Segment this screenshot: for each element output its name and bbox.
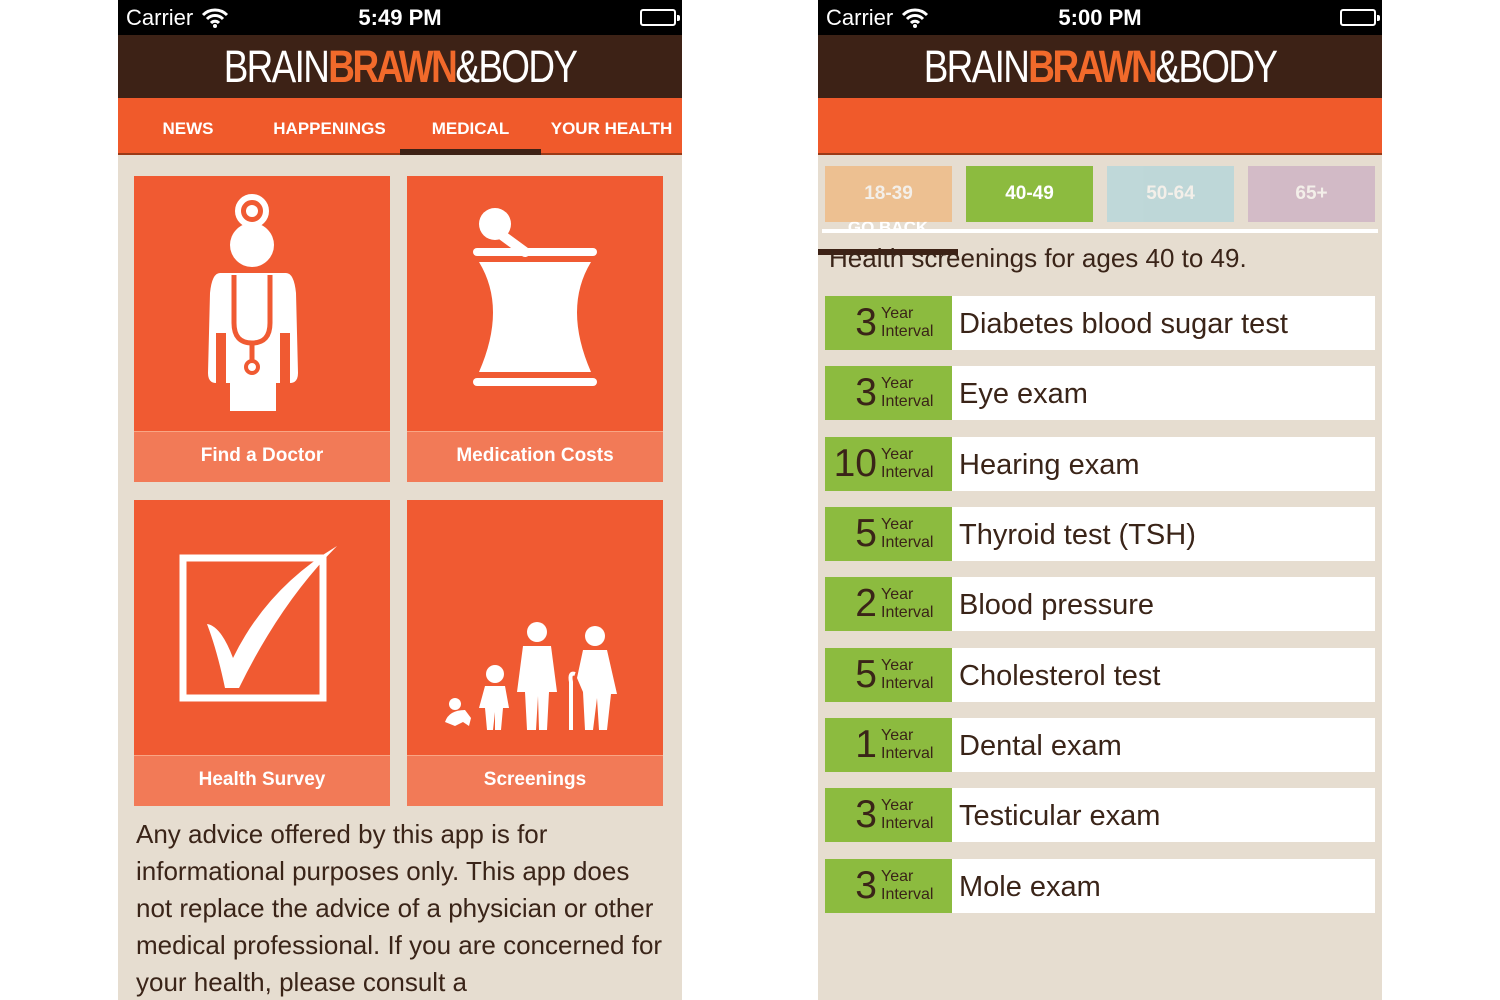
interval-unit-year: Year: [881, 446, 914, 463]
age-tab-18-39[interactable]: 18-39: [825, 166, 952, 222]
interval-years: 3: [855, 864, 877, 907]
screening-row[interactable]: 5 Year Interval Cholesterol test: [825, 648, 1375, 702]
screening-name: Eye exam: [959, 378, 1088, 410]
phone-screen-screenings: Carrier 5:00 PM BRAINBRAWN&BODY GO BACK …: [818, 0, 1382, 1000]
screening-name: Mole exam: [959, 871, 1101, 903]
tab-your-health[interactable]: YOUR HEALTH: [550, 119, 673, 138]
interval-unit-year: Year: [881, 516, 914, 533]
screening-row[interactable]: 5 Year Interval Thyroid test (TSH): [825, 507, 1375, 561]
screening-name: Cholesterol test: [959, 660, 1161, 692]
interval-badge: 3 Year Interval: [825, 788, 952, 842]
tile-label: Find a Doctor: [134, 431, 390, 482]
interval-years: 3: [855, 793, 877, 836]
sub-nav: GO BACK: [818, 98, 1382, 255]
family-ages-icon: [445, 622, 617, 730]
screening-row[interactable]: 2 Year Interval Blood pressure: [825, 577, 1375, 631]
interval-badge: 10 Year Interval: [825, 437, 952, 491]
doctor-icon: [208, 194, 298, 411]
screenings-title: Health screenings for ages 40 to 49.: [829, 243, 1247, 273]
interval-years: 3: [855, 301, 877, 344]
age-tab-40-49[interactable]: 40-49: [966, 166, 1093, 222]
interval-unit-label: Interval: [881, 886, 934, 903]
carrier-label: Carrier: [126, 5, 194, 30]
status-bar: Carrier 5:00 PM: [818, 0, 1382, 35]
screening-name: Blood pressure: [959, 589, 1155, 621]
interval-unit-label: Interval: [881, 745, 934, 762]
interval-years: 3: [855, 371, 877, 414]
phone-screen-medical: Carrier 5:49 PM BRAINBRAWN&BODY NEWS HAP…: [118, 0, 682, 1000]
tab-happenings[interactable]: HAPPENINGS: [273, 119, 386, 138]
tile-label: Screenings: [407, 755, 663, 806]
interval-years: 1: [855, 723, 877, 766]
age-tab-50-64[interactable]: 50-64: [1107, 166, 1234, 222]
age-tab-65-plus[interactable]: 65+: [1248, 166, 1375, 222]
screening-name: Dental exam: [959, 730, 1122, 762]
interval-unit-year: Year: [881, 727, 914, 744]
app-logo: BRAINBRAWN&BODY: [923, 40, 1278, 92]
interval-unit-label: Interval: [881, 464, 934, 481]
interval-badge: 5 Year Interval: [825, 507, 952, 561]
carrier: Carrier: [826, 5, 929, 31]
interval-unit-label: Interval: [881, 604, 934, 621]
interval-unit-year: Year: [881, 657, 914, 674]
interval-unit-label: Interval: [881, 534, 934, 551]
battery-icon: [640, 9, 680, 26]
tab-medical[interactable]: MEDICAL: [400, 98, 541, 155]
medication-costs-tile[interactable]: Medication Costs: [407, 176, 663, 482]
carrier-label: Carrier: [826, 5, 894, 30]
interval-unit-label: Interval: [881, 393, 934, 410]
screening-name: Hearing exam: [959, 449, 1140, 481]
age-range-tabs: 18-39 40-49 50-64 65+: [825, 166, 1375, 222]
screenings-tile[interactable]: Screenings: [407, 500, 663, 806]
interval-unit-label: Interval: [881, 323, 934, 340]
screening-row[interactable]: 3 Year Interval Testicular exam: [825, 788, 1375, 842]
interval-badge: 3 Year Interval: [825, 296, 952, 350]
tile-label: Health Survey: [134, 755, 390, 806]
interval-unit-year: Year: [881, 868, 914, 885]
screening-row[interactable]: 3 Year Interval Eye exam: [825, 366, 1375, 420]
screening-row[interactable]: 10 Year Interval Hearing exam: [825, 437, 1375, 491]
carrier: Carrier: [126, 5, 229, 31]
app-header: BRAINBRAWN&BODY: [818, 35, 1382, 98]
interval-badge: 3 Year Interval: [825, 366, 952, 420]
interval-unit-year: Year: [881, 305, 914, 322]
tile-label: Medication Costs: [407, 431, 663, 482]
battery-icon: [1340, 9, 1380, 26]
interval-unit-year: Year: [881, 375, 914, 392]
screening-name: Testicular exam: [959, 800, 1161, 832]
screening-row[interactable]: 3 Year Interval Diabetes blood sugar test: [825, 296, 1375, 350]
mortar-pestle-icon: [473, 208, 597, 386]
status-bar: Carrier 5:49 PM: [118, 0, 682, 35]
health-survey-tile[interactable]: Health Survey: [134, 500, 390, 806]
interval-badge: 5 Year Interval: [825, 648, 952, 702]
checkbox-icon: [179, 546, 337, 702]
interval-years: 2: [855, 582, 877, 625]
screening-row[interactable]: 3 Year Interval Mole exam: [825, 859, 1375, 913]
tab-news[interactable]: NEWS: [162, 119, 214, 138]
main-nav: NEWS HAPPENINGS MEDICAL YOUR HEALTH: [118, 98, 682, 155]
divider: [822, 229, 1378, 233]
interval-years: 5: [855, 512, 877, 555]
interval-badge: 1 Year Interval: [825, 718, 952, 772]
interval-unit-year: Year: [881, 586, 914, 603]
disclaimer-text: Any advice offered by this app is for in…: [136, 819, 663, 997]
status-time: 5:49 PM: [358, 5, 442, 30]
interval-years: 5: [855, 653, 877, 696]
interval-unit-year: Year: [881, 797, 914, 814]
interval-badge: 3 Year Interval: [825, 859, 952, 913]
wifi-icon: [202, 8, 229, 28]
interval-unit-label: Interval: [881, 815, 934, 832]
screening-name: Diabetes blood sugar test: [959, 308, 1288, 340]
wifi-icon: [902, 8, 929, 28]
interval-unit-label: Interval: [881, 675, 934, 692]
screening-row[interactable]: 1 Year Interval Dental exam: [825, 718, 1375, 772]
app-logo: BRAINBRAWN&BODY: [223, 40, 578, 92]
app-header: BRAINBRAWN&BODY: [118, 35, 682, 98]
screening-name: Thyroid test (TSH): [959, 519, 1196, 551]
interval-years: 10: [833, 442, 877, 485]
interval-badge: 2 Year Interval: [825, 577, 952, 631]
status-time: 5:00 PM: [1058, 5, 1142, 30]
find-a-doctor-tile[interactable]: Find a Doctor: [134, 176, 390, 482]
